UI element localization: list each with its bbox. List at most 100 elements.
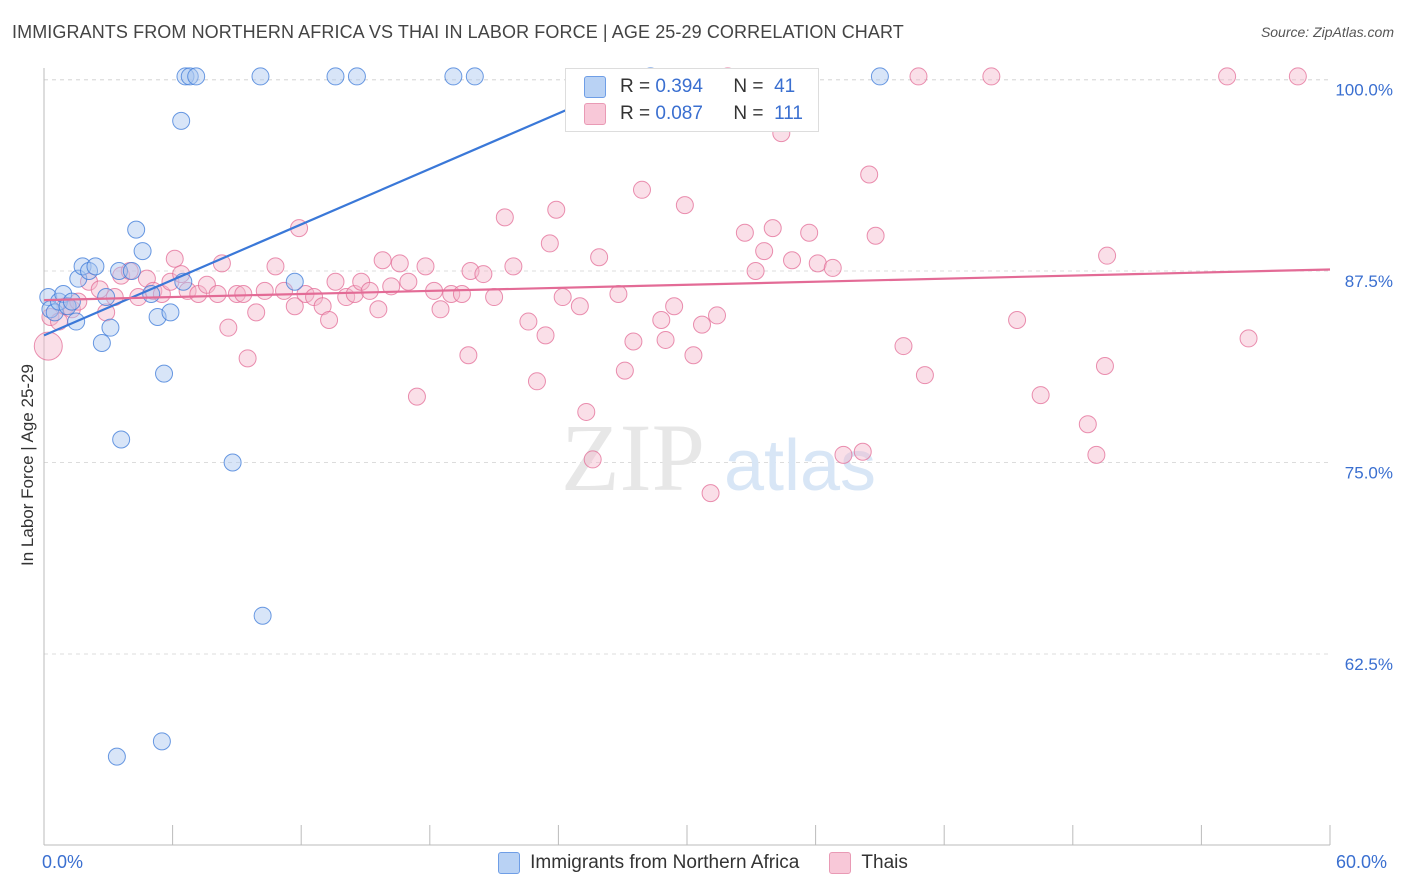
- thais-point: [800, 223, 819, 242]
- legend-swatch-northern-africa: [498, 852, 521, 874]
- northern-africa-point: [97, 288, 116, 307]
- thais-point: [547, 200, 566, 219]
- thais-point: [208, 284, 227, 303]
- grid-lines: [44, 79, 1330, 655]
- series-legend: Immigrants from Northern Africa Thais: [0, 852, 1406, 874]
- thais-point: [326, 272, 345, 291]
- legend-item-northern-africa: Immigrants from Northern Africa: [498, 852, 799, 874]
- thais-point: [431, 300, 450, 319]
- thais-point: [1087, 445, 1106, 464]
- northern-africa-point: [133, 242, 152, 261]
- thais-point: [808, 254, 827, 273]
- thais-point: [652, 311, 671, 330]
- thais-point: [577, 402, 596, 421]
- thais-point: [266, 257, 285, 276]
- thais-point: [553, 288, 572, 307]
- thais-point: [860, 165, 879, 184]
- thais-point: [684, 346, 703, 365]
- thais-point: [165, 249, 184, 268]
- y-axis-label: In Labor Force | Age 25-29: [18, 364, 37, 566]
- thais-point: [1008, 311, 1027, 330]
- legend-n-label: N =: [733, 76, 764, 97]
- northern-africa-point: [870, 67, 889, 86]
- thais-point: [459, 346, 478, 365]
- y-tick-label: 87.5%: [1345, 272, 1393, 291]
- northern-africa-point: [110, 262, 129, 280]
- thais-point: [227, 284, 246, 303]
- thais-point: [708, 306, 727, 325]
- thais-point: [407, 387, 426, 406]
- thais-point: [238, 349, 257, 368]
- northern-africa-trend-line: [43, 70, 656, 337]
- thais-point: [360, 281, 379, 300]
- northern-africa-point: [444, 67, 463, 86]
- thais-points: [33, 67, 1307, 503]
- northern-africa-point: [187, 67, 206, 86]
- thais-point: [1239, 329, 1258, 348]
- thais-point: [624, 332, 643, 351]
- thais-point: [416, 257, 435, 276]
- watermark: ZIP atlas: [561, 404, 876, 511]
- thais-point: [982, 67, 1001, 86]
- northern-africa-point: [180, 67, 199, 86]
- thais-point: [590, 248, 609, 267]
- thais-point: [1098, 246, 1117, 265]
- northern-africa-point: [161, 303, 180, 322]
- thais-point: [583, 450, 602, 469]
- northern-africa-point: [172, 111, 191, 130]
- thais-point: [1078, 415, 1097, 434]
- thais-point: [894, 337, 913, 356]
- thais-point: [369, 300, 388, 319]
- legend-label-northern-africa: Immigrants from Northern Africa: [530, 852, 800, 873]
- thais-point: [247, 303, 266, 322]
- thais-point: [527, 372, 546, 391]
- thais-point: [112, 266, 131, 285]
- thais-point: [834, 445, 853, 464]
- legend-blue-r: 0.394: [655, 76, 703, 97]
- chart-title: IMMIGRANTS FROM NORTHERN AFRICA VS THAI …: [12, 22, 904, 42]
- northern-africa-point: [223, 453, 242, 472]
- thais-point: [320, 311, 339, 330]
- thais-point: [656, 330, 675, 349]
- legend-pink-r: 0.087: [655, 103, 703, 124]
- northern-africa-point: [176, 67, 195, 86]
- y-tick-label: 100.0%: [1335, 81, 1393, 100]
- thais-point: [1095, 356, 1114, 375]
- source-label: Source: ZipAtlas.com: [1260, 24, 1394, 40]
- thais-point: [1288, 67, 1307, 86]
- watermark-atlas: atlas: [724, 426, 876, 506]
- thais-point: [495, 208, 514, 227]
- legend-label-thais: Thais: [861, 852, 908, 873]
- thais-point: [373, 251, 392, 270]
- y-tick-labels: 62.5% 75.0% 87.5% 100.0%: [1335, 81, 1393, 675]
- northern-africa-point: [347, 67, 366, 86]
- thais-point: [80, 272, 99, 291]
- northern-africa-point: [112, 430, 131, 449]
- thais-point: [212, 254, 231, 273]
- northern-africa-point: [80, 262, 99, 280]
- x-tick-label-min: 0.0%: [42, 852, 84, 872]
- legend-swatch-thais: [829, 852, 852, 874]
- northern-africa-point: [73, 257, 92, 276]
- y-tick-label: 62.5%: [1345, 655, 1393, 674]
- northern-africa-points: [39, 67, 889, 766]
- legend-r-label: R =: [620, 103, 651, 124]
- northern-africa-point: [101, 318, 120, 337]
- legend-row-pink: R = 0.087 N = 111: [584, 102, 803, 126]
- thais-point: [755, 242, 774, 261]
- thais-point: [504, 257, 523, 276]
- x-tick-label-max: 60.0%: [1336, 852, 1388, 872]
- thais-point: [178, 281, 197, 300]
- thais-point: [866, 226, 885, 245]
- thais-point: [632, 180, 651, 199]
- thais-trend-line: [43, 268, 1331, 302]
- northern-africa-point: [465, 67, 484, 86]
- thais-point: [474, 265, 493, 284]
- thais-point: [693, 315, 712, 334]
- thais-point: [675, 196, 694, 215]
- legend-item-thais: Thais: [829, 852, 908, 874]
- northern-africa-point: [92, 334, 111, 353]
- legend-swatch-pink: [584, 103, 606, 125]
- thais-point: [746, 262, 765, 280]
- thais-point: [665, 297, 684, 316]
